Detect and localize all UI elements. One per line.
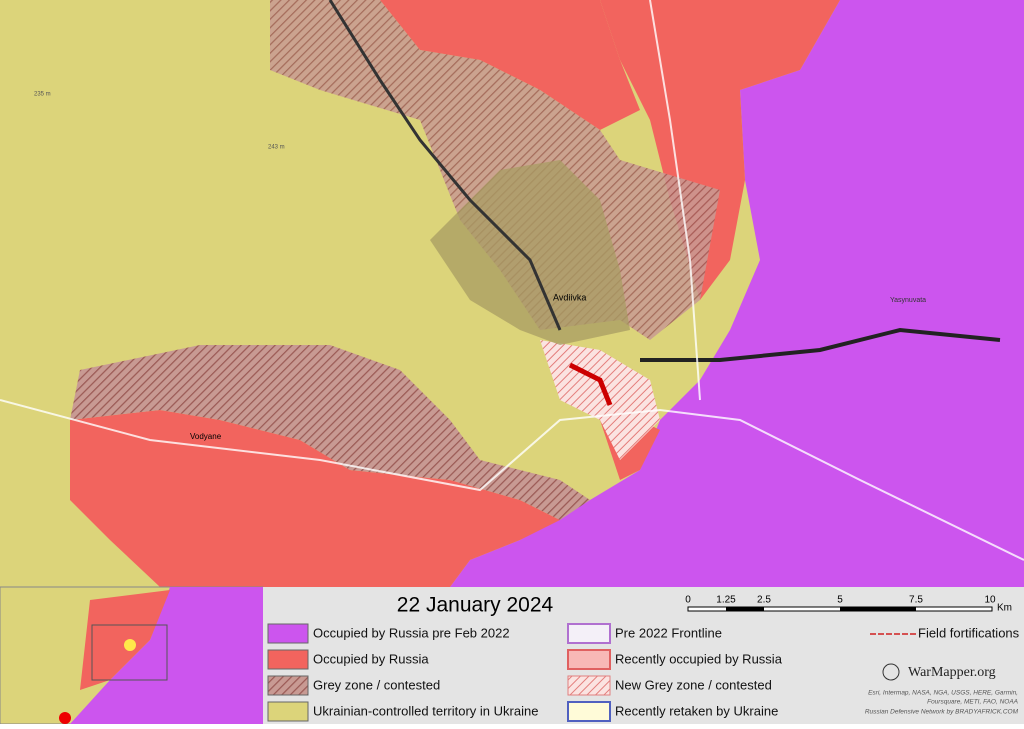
russia-occupied xyxy=(600,0,840,300)
scale-label: 7.5 xyxy=(909,595,923,606)
scale-label: 5 xyxy=(837,595,843,606)
russia-occupied xyxy=(380,0,640,130)
attribution: Russian Defensive Network by BRADYAFRICK… xyxy=(865,709,1019,716)
map-title: 22 January 2024 xyxy=(397,594,554,617)
legend-label: Occupied by Russia xyxy=(313,651,429,666)
new-grey-zone xyxy=(540,340,660,460)
russia-pre2022 xyxy=(450,0,1024,587)
russia-occupied xyxy=(70,410,560,587)
scale-unit: Km xyxy=(997,603,1012,614)
town-area xyxy=(430,160,630,345)
legend-label: Field fortifications xyxy=(918,625,1020,640)
scale-bar: 0 1.25 2.5 5 7.5 10 Km xyxy=(685,595,1012,614)
elevation-label: 243 m xyxy=(268,145,285,151)
road xyxy=(649,0,701,401)
railway xyxy=(328,0,562,331)
advance-arrow xyxy=(568,362,613,406)
attribution: Esri, Intermap, NASA, NGA, USGS, HERE, G… xyxy=(868,690,1018,697)
scale-label: 2.5 xyxy=(757,595,771,606)
place-label: Avdiivka xyxy=(553,292,586,302)
legend-label: Occupied by Russia pre Feb 2022 xyxy=(313,625,510,640)
attribution: Foursquare, METI, FAO, NOAA xyxy=(927,699,1018,706)
inset-map xyxy=(0,586,264,725)
brand-icon xyxy=(882,663,900,681)
brand: WarMapper.org xyxy=(908,665,996,680)
elevation-label: 235 m xyxy=(34,92,51,98)
scale-label: 0 xyxy=(685,595,691,606)
main-map: Avdiivka Vodyane Yasynuvata 235 m 243 m xyxy=(0,0,1024,587)
scale-label: 1.25 xyxy=(716,595,736,606)
grey-zone xyxy=(70,345,590,520)
legend-label: Ukrainian-controlled territory in Ukrain… xyxy=(313,703,538,718)
legend-label: Pre 2022 Frontline xyxy=(615,625,722,640)
legend: Occupied by Russia pre Feb 2022 Occupied… xyxy=(267,623,1020,722)
place-label: Yasynuvata xyxy=(890,297,926,304)
scale-label: 10 xyxy=(984,595,996,606)
place-label: Vodyane xyxy=(190,432,222,441)
legend-label: Grey zone / contested xyxy=(313,677,440,692)
legend-label: Recently retaken by Ukraine xyxy=(615,703,778,718)
legend-label: Recently occupied by Russia xyxy=(615,651,783,666)
legend-label: New Grey zone / contested xyxy=(615,677,772,692)
road xyxy=(0,399,1024,561)
railway xyxy=(640,327,1001,362)
